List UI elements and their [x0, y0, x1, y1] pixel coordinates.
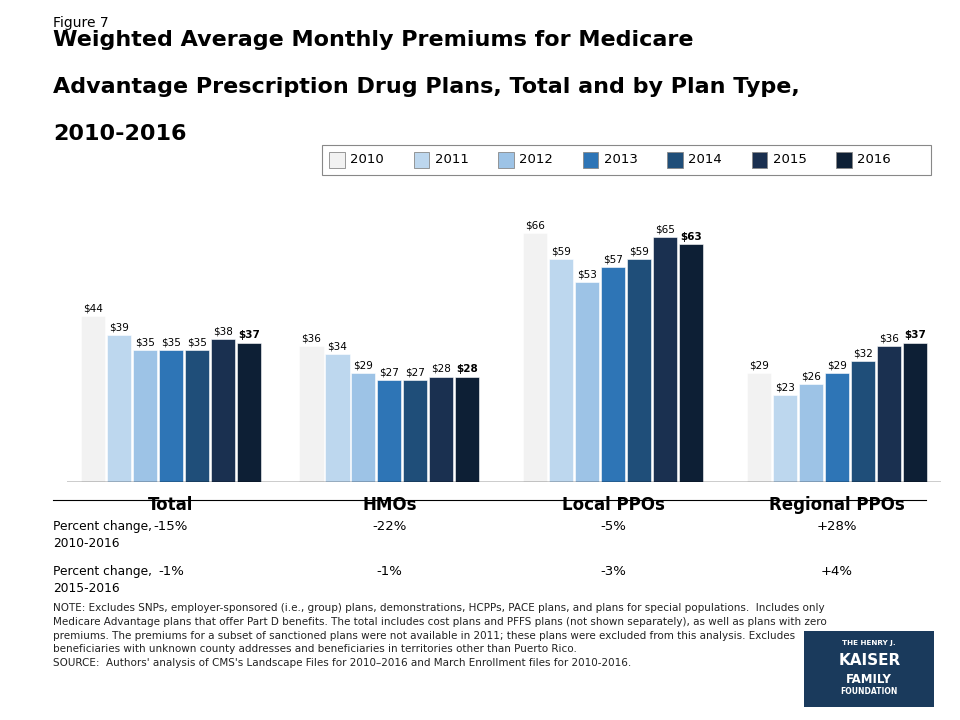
Text: 2014: 2014 — [688, 153, 722, 166]
Text: NOTE: Excludes SNPs, employer-sponsored (i.e., group) plans, demonstrations, HCP: NOTE: Excludes SNPs, employer-sponsored … — [53, 603, 827, 667]
Text: -22%: -22% — [372, 520, 406, 533]
Text: 2012: 2012 — [519, 153, 553, 166]
Text: $29: $29 — [353, 360, 373, 370]
Text: 2010: 2010 — [350, 153, 384, 166]
Text: KAISER: KAISER — [838, 653, 900, 668]
Text: 2015: 2015 — [773, 153, 806, 166]
Bar — [237, 343, 261, 482]
Text: +28%: +28% — [817, 520, 857, 533]
Bar — [211, 338, 235, 482]
Bar — [876, 346, 901, 482]
Bar — [403, 380, 427, 482]
Bar — [773, 395, 797, 482]
Text: FAMILY: FAMILY — [847, 673, 892, 686]
Bar — [455, 377, 479, 482]
Text: $27: $27 — [405, 368, 425, 378]
Text: 2016: 2016 — [857, 153, 891, 166]
Bar — [351, 373, 375, 482]
Text: $53: $53 — [577, 269, 597, 279]
Text: $27: $27 — [379, 368, 399, 378]
Bar — [377, 380, 401, 482]
Text: +4%: +4% — [821, 565, 853, 578]
Bar — [523, 233, 547, 482]
Text: -15%: -15% — [154, 520, 188, 533]
Text: -3%: -3% — [600, 565, 626, 578]
Text: $65: $65 — [655, 224, 675, 234]
Bar — [902, 343, 927, 482]
Text: 2011: 2011 — [435, 153, 468, 166]
Text: FOUNDATION: FOUNDATION — [841, 687, 898, 696]
Text: Figure 7: Figure 7 — [53, 16, 108, 30]
Text: $37: $37 — [238, 330, 260, 340]
Text: $26: $26 — [802, 372, 821, 382]
Text: $39: $39 — [109, 323, 129, 333]
Bar — [679, 244, 703, 482]
Text: $28: $28 — [456, 364, 478, 374]
Text: $66: $66 — [525, 220, 545, 230]
Bar — [825, 373, 849, 482]
Text: $35: $35 — [187, 338, 206, 348]
Text: $34: $34 — [327, 341, 348, 351]
Bar — [429, 377, 453, 482]
Bar — [107, 335, 132, 482]
Bar — [601, 267, 625, 482]
Text: $28: $28 — [431, 364, 451, 374]
Bar — [159, 350, 183, 482]
Bar — [575, 282, 599, 482]
Bar — [627, 259, 651, 482]
Bar — [747, 373, 771, 482]
Text: $59: $59 — [551, 247, 571, 257]
Text: $44: $44 — [84, 303, 103, 313]
Bar — [300, 346, 324, 482]
Text: $36: $36 — [301, 333, 322, 343]
Text: $35: $35 — [135, 338, 155, 348]
Bar — [799, 384, 823, 482]
Text: -5%: -5% — [600, 520, 626, 533]
Text: $38: $38 — [213, 326, 232, 336]
Text: $36: $36 — [879, 333, 899, 343]
Text: 2010-2016: 2010-2016 — [53, 124, 186, 144]
Text: $37: $37 — [904, 330, 925, 340]
Text: Advantage Prescription Drug Plans, Total and by Plan Type,: Advantage Prescription Drug Plans, Total… — [53, 77, 800, 97]
Text: Percent change,
2015-2016: Percent change, 2015-2016 — [53, 565, 152, 595]
Bar — [653, 237, 677, 482]
Bar — [81, 316, 106, 482]
Bar — [851, 361, 876, 482]
Text: $29: $29 — [828, 360, 847, 370]
Text: $59: $59 — [629, 247, 649, 257]
Text: $23: $23 — [776, 383, 795, 393]
Text: $57: $57 — [603, 254, 623, 264]
Text: $29: $29 — [750, 360, 769, 370]
Text: $63: $63 — [680, 232, 702, 242]
Text: Percent change,
2010-2016: Percent change, 2010-2016 — [53, 520, 152, 550]
Bar — [185, 350, 209, 482]
Text: -1%: -1% — [158, 565, 184, 578]
Bar — [132, 350, 157, 482]
Text: 2013: 2013 — [604, 153, 637, 166]
Text: $35: $35 — [161, 338, 180, 348]
Bar — [549, 259, 573, 482]
Text: -1%: -1% — [376, 565, 402, 578]
Text: $32: $32 — [853, 348, 873, 359]
Text: Weighted Average Monthly Premiums for Medicare: Weighted Average Monthly Premiums for Me… — [53, 30, 693, 50]
Bar — [325, 354, 349, 482]
Text: THE HENRY J.: THE HENRY J. — [843, 640, 896, 646]
